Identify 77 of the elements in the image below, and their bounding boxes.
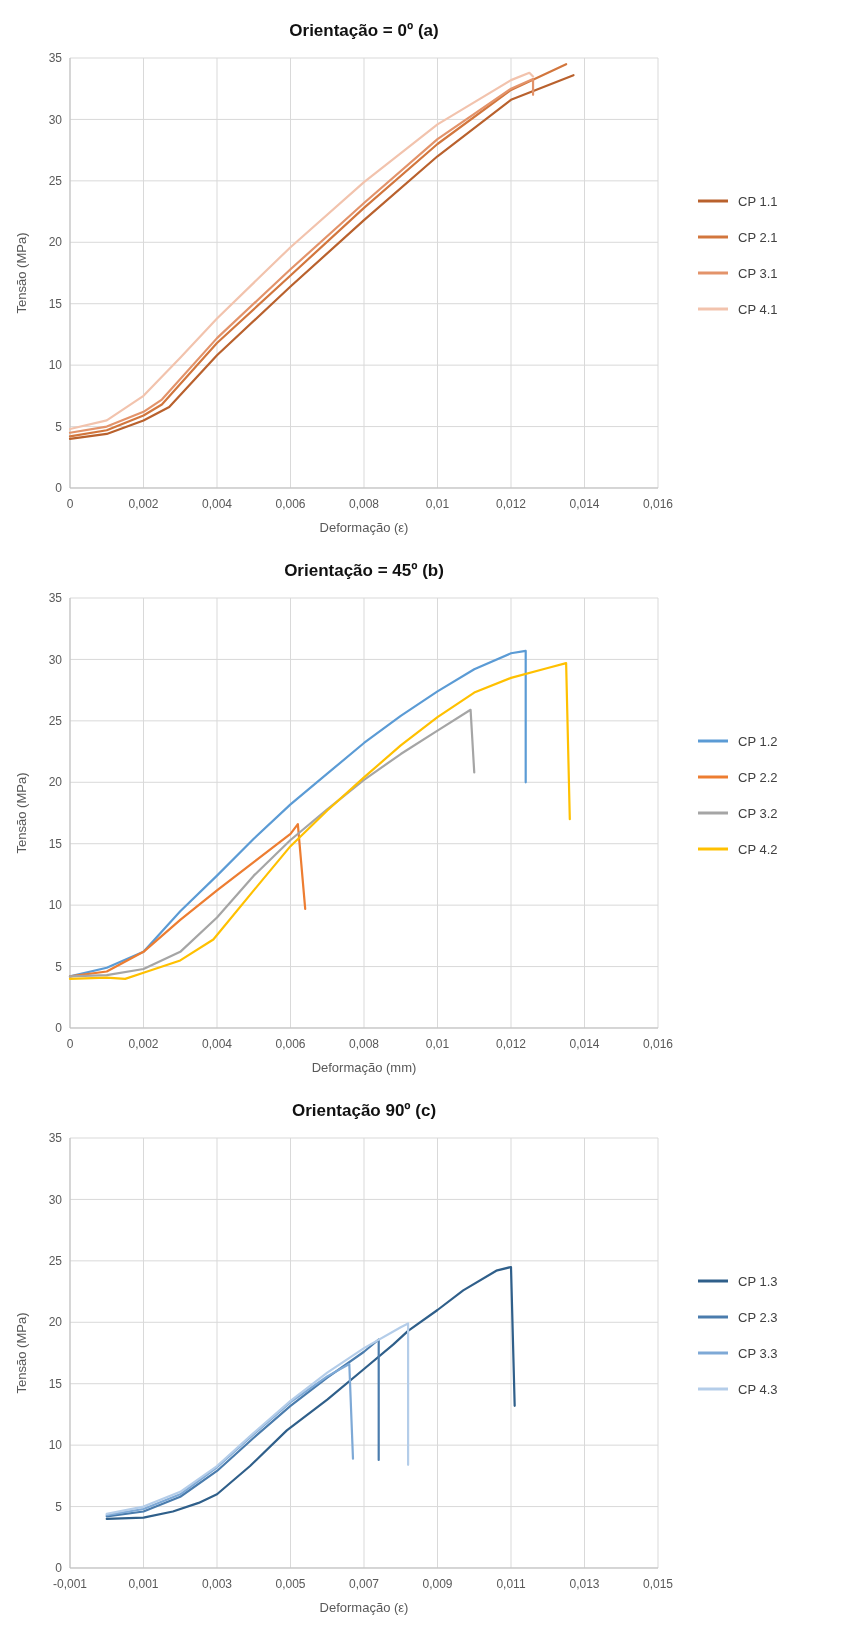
x-axis-title: Deformação (ε) <box>319 1600 409 1615</box>
x-tick-label: 0,01 <box>425 497 450 511</box>
legend-label: CP 1.1 <box>738 193 778 209</box>
x-tick-label: 0,002 <box>128 1037 159 1051</box>
chart-title: Orientação 90º (c) <box>291 1101 437 1120</box>
x-tick-label: 0,004 <box>201 497 233 511</box>
y-tick-label: 0 <box>55 1021 63 1036</box>
x-tick-label: 0,012 <box>495 497 527 511</box>
x-tick-label: 0,002 <box>128 497 159 511</box>
chart-title: Orientação = 0º (a) <box>289 21 439 40</box>
x-tick-label: 0,014 <box>569 497 600 511</box>
y-tick-label: 5 <box>55 419 63 434</box>
x-tick-label: -0,001 <box>52 1577 88 1591</box>
x-tick-label: 0,012 <box>495 1037 527 1051</box>
y-axis-title: Tensão (MPa) <box>14 772 29 854</box>
x-tick-label: 0,003 <box>201 1577 233 1591</box>
y-tick-label: 10 <box>48 898 63 913</box>
legend-label: CP 4.2 <box>738 841 778 857</box>
y-axis-title: Tensão (MPa) <box>14 232 29 314</box>
y-axis-title: Tensão (MPa) <box>14 1312 29 1394</box>
line-series <box>105 1338 380 1518</box>
y-tick-label: 0 <box>55 481 63 496</box>
x-axis-title: Deformação (ε) <box>319 520 409 535</box>
y-tick-label: 5 <box>55 1499 63 1514</box>
y-tick-label: 5 <box>55 959 63 974</box>
x-tick-label: 0,006 <box>275 497 306 511</box>
line-series <box>105 1265 516 1520</box>
legend-label: CP 2.1 <box>738 229 778 245</box>
y-tick-label: 20 <box>48 1315 63 1330</box>
x-tick-label: 0,006 <box>275 1037 306 1051</box>
legend-label: CP 4.3 <box>738 1381 778 1397</box>
y-tick-label: 25 <box>48 174 63 189</box>
y-tick-label: 35 <box>48 591 63 606</box>
x-tick-label: 0,008 <box>348 1037 380 1051</box>
line-series <box>105 1362 355 1517</box>
x-tick-label: 0,016 <box>642 1037 674 1051</box>
line-series <box>105 1322 410 1516</box>
x-tick-label: 0,004 <box>201 1037 233 1051</box>
y-tick-label: 35 <box>48 1131 63 1146</box>
x-tick-label: 0,014 <box>569 1037 600 1051</box>
x-axis-title: Deformação (mm) <box>311 1060 417 1075</box>
chart-title: Orientação = 45º (b) <box>284 561 444 580</box>
x-tick-label: 0,015 <box>642 1577 674 1591</box>
y-tick-label: 10 <box>48 1438 63 1453</box>
x-tick-label: 0 <box>66 497 74 511</box>
y-tick-label: 10 <box>48 358 63 373</box>
y-tick-label: 15 <box>48 296 63 311</box>
y-tick-label: 0 <box>55 1561 63 1576</box>
legend-label: CP 3.2 <box>738 805 778 821</box>
y-tick-label: 25 <box>48 714 63 729</box>
y-tick-label: 30 <box>48 112 63 127</box>
y-tick-label: 25 <box>48 1254 63 1269</box>
y-tick-label: 20 <box>48 235 63 250</box>
x-tick-label: 0,005 <box>275 1577 306 1591</box>
y-tick-label: 20 <box>48 775 63 790</box>
y-tick-label: 15 <box>48 1376 63 1391</box>
x-tick-label: 0 <box>66 1037 74 1051</box>
y-tick-label: 30 <box>48 652 63 667</box>
x-tick-label: 0,007 <box>348 1577 380 1591</box>
legend-label: CP 2.3 <box>738 1309 778 1325</box>
x-tick-label: 0,008 <box>348 497 380 511</box>
x-tick-label: 0,011 <box>496 1577 526 1591</box>
legend-label: CP 1.2 <box>738 733 778 749</box>
x-tick-label: 0,009 <box>422 1577 453 1591</box>
legend-label: CP 4.1 <box>738 301 778 317</box>
legend-label: CP 3.1 <box>738 265 778 281</box>
x-tick-label: 0,016 <box>642 497 674 511</box>
legend-label: CP 2.2 <box>738 769 778 785</box>
y-tick-label: 15 <box>48 836 63 851</box>
line-series <box>68 708 476 978</box>
x-tick-label: 0,001 <box>128 1577 159 1591</box>
legend-label: CP 3.3 <box>738 1345 778 1361</box>
x-tick-label: 0,01 <box>425 1037 450 1051</box>
x-tick-label: 0,013 <box>569 1577 600 1591</box>
y-tick-label: 30 <box>48 1192 63 1207</box>
legend-label: CP 1.3 <box>738 1273 778 1289</box>
y-tick-label: 35 <box>48 51 63 66</box>
